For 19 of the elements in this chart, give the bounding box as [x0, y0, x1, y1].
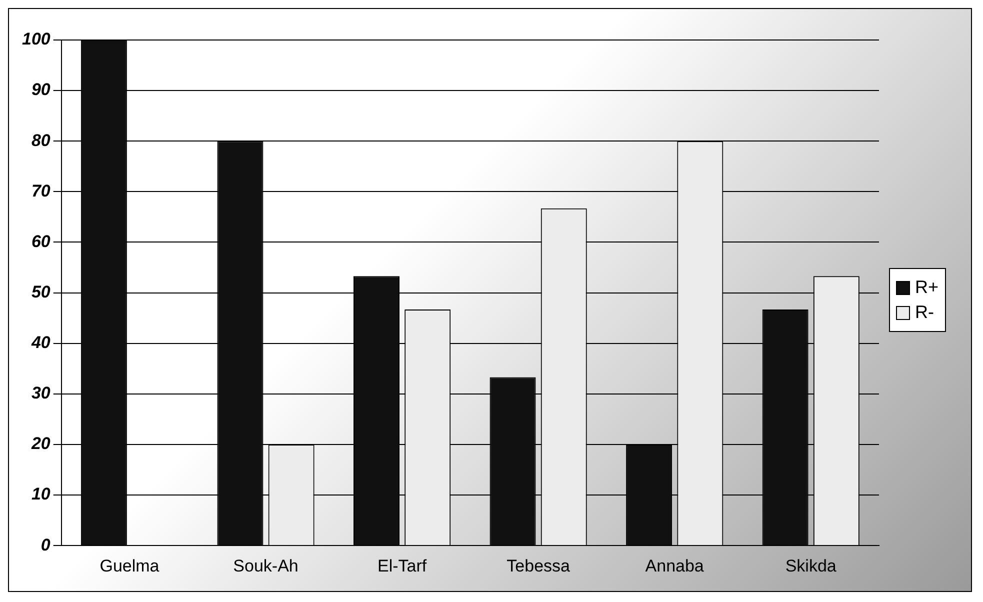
- y-tick-label: 10: [31, 484, 51, 504]
- y-tick-label: 50: [31, 282, 51, 302]
- legend-label: R-: [915, 302, 934, 323]
- y-tick-label: 60: [31, 232, 51, 251]
- x-tick-label: Souk-Ah: [233, 556, 298, 576]
- y-tick-label: 80: [31, 130, 51, 150]
- x-tick-label: Tebessa: [506, 556, 571, 576]
- y-tick-label: 100: [22, 30, 51, 49]
- y-tick-label: 70: [31, 181, 51, 200]
- x-tick-label: Skikda: [785, 556, 837, 576]
- y-tick-label: 90: [31, 80, 51, 100]
- x-tick-label: El-Tarf: [377, 556, 427, 576]
- y-tick-label: 0: [40, 535, 51, 554]
- x-tick-label: Guelma: [100, 556, 160, 576]
- y-tick-label: 30: [31, 384, 51, 403]
- x-tick-label: Annaba: [645, 556, 704, 576]
- y-tick-label: 20: [30, 434, 51, 454]
- y-tick-label: 40: [30, 333, 51, 352]
- legend-label: R+: [915, 277, 939, 298]
